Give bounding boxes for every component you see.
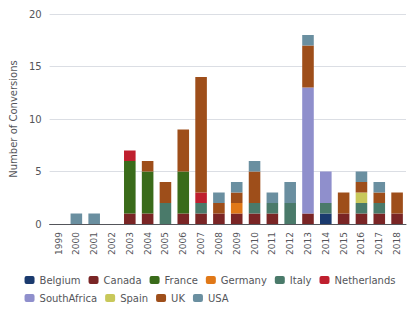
svg-text:Canada: Canada: [104, 275, 142, 286]
svg-text:2002: 2002: [107, 232, 117, 255]
svg-text:France: France: [165, 275, 198, 286]
svg-text:2014: 2014: [321, 232, 331, 255]
svg-text:10: 10: [29, 114, 42, 125]
svg-text:2007: 2007: [196, 232, 206, 255]
svg-text:2005: 2005: [160, 232, 170, 255]
svg-text:2004: 2004: [143, 232, 153, 255]
svg-text:0: 0: [35, 219, 41, 230]
svg-text:Belgium: Belgium: [40, 275, 81, 286]
svg-text:1999: 1999: [54, 232, 64, 255]
svg-text:2012: 2012: [285, 232, 295, 255]
svg-text:20: 20: [29, 9, 42, 20]
svg-text:2003: 2003: [125, 232, 135, 255]
svg-text:5: 5: [35, 166, 41, 177]
svg-text:Italy: Italy: [290, 275, 312, 286]
svg-text:Spain: Spain: [120, 293, 148, 304]
svg-text:2001: 2001: [89, 232, 99, 255]
svg-text:UK: UK: [171, 293, 185, 304]
svg-text:Number of Conversions: Number of Conversions: [8, 60, 19, 177]
svg-text:2015: 2015: [339, 232, 349, 255]
svg-text:2013: 2013: [303, 232, 313, 255]
svg-text:2018: 2018: [392, 232, 402, 255]
svg-text:2008: 2008: [214, 232, 224, 255]
svg-text:15: 15: [29, 61, 42, 72]
svg-text:2009: 2009: [232, 232, 242, 255]
svg-text:2016: 2016: [356, 232, 366, 255]
svg-text:2010: 2010: [250, 232, 260, 255]
svg-text:2011: 2011: [267, 232, 277, 255]
svg-text:2000: 2000: [71, 232, 81, 255]
svg-text:Netherlands: Netherlands: [334, 275, 395, 286]
svg-text:Germany: Germany: [221, 275, 267, 286]
svg-text:SouthAfrica: SouthAfrica: [40, 293, 98, 304]
svg-text:2017: 2017: [374, 232, 384, 255]
svg-text:2006: 2006: [178, 232, 188, 255]
svg-text:USA: USA: [208, 293, 229, 304]
